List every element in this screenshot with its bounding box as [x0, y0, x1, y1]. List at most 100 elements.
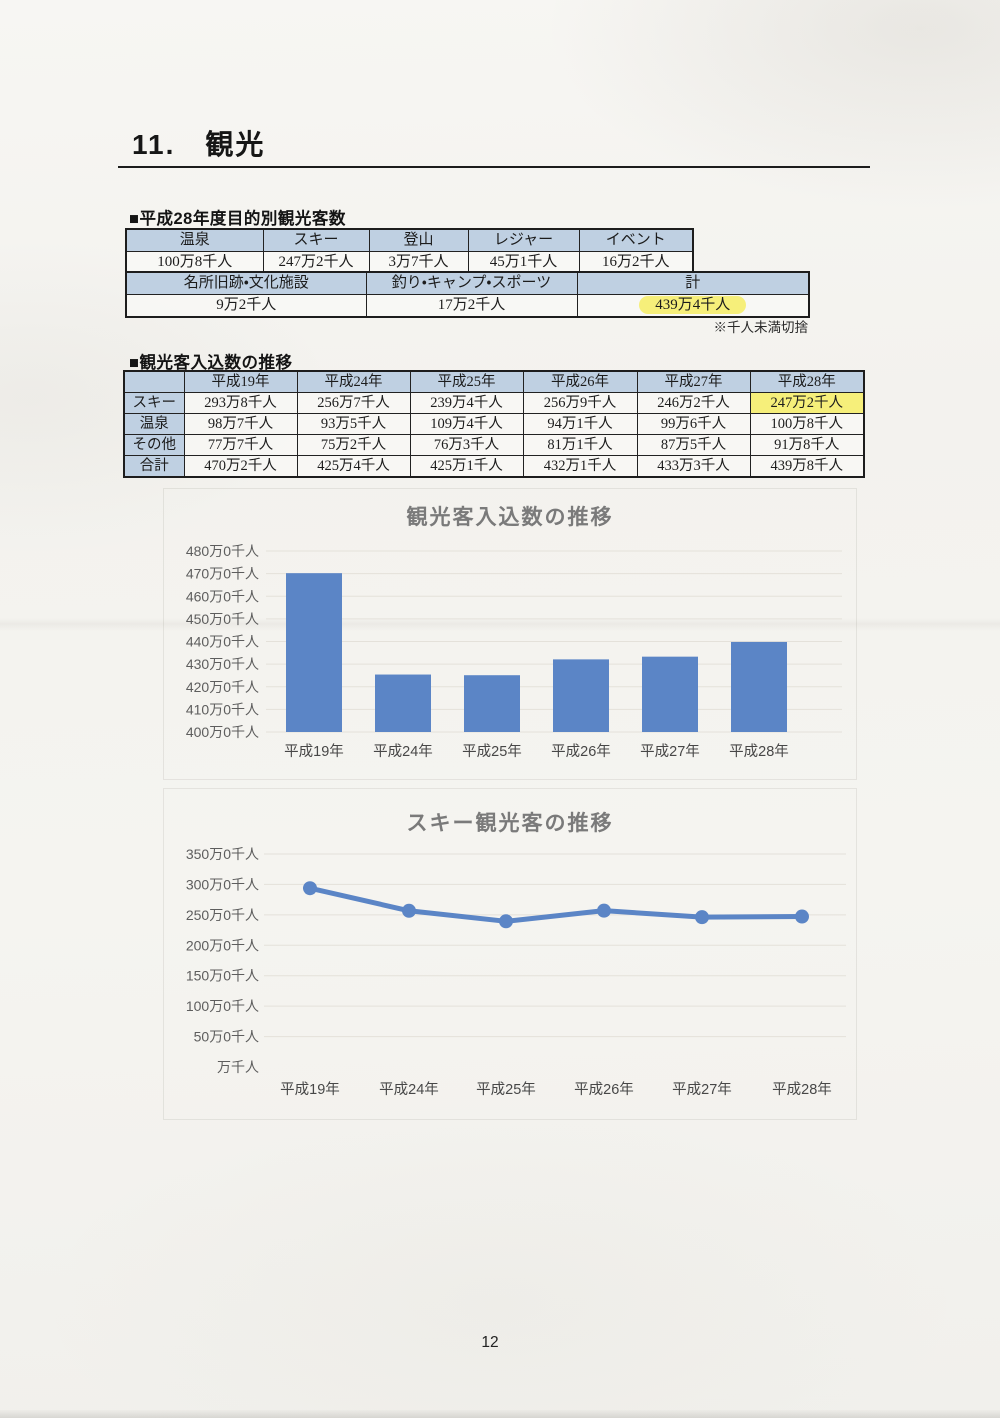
table-value-cell: 98万7千人: [183, 413, 298, 435]
x-axis-tick-label: 平成27年: [640, 743, 700, 760]
y-axis-tick-label: 470万0千人: [186, 566, 259, 582]
row-label-cell: 合計: [123, 455, 185, 478]
table-header-cell: 平成27年: [636, 370, 751, 393]
x-axis-tick-label: 平成27年: [672, 1081, 732, 1098]
purpose-table-bottom: 名所旧跡・文化施設 釣り・キャンプ・スポーツ計 9万2千人 17万2千人 439万4千人: [125, 271, 810, 318]
table-row: 温泉 スキー 登山 レジャー イベント: [125, 228, 694, 252]
table-row: その他 77万7千人 75万2千人 76万3千人 81万1千人 87万5千人 91万8千人: [123, 434, 865, 456]
bar: [553, 659, 609, 732]
y-axis-tick-label: 200万0千人: [186, 937, 259, 953]
section-heading-purpose: ■平成28年度目的別観光客数: [129, 210, 346, 228]
y-axis-tick-label: 50万0千人: [194, 1029, 259, 1045]
x-axis-tick-label: 平成24年: [373, 743, 433, 760]
line-chart-svg: 万千人 50万0千人 100万0千人 150万0千人 200万0千人 250万0千人 300…: [186, 846, 846, 1098]
highlighted-total: 439万4千人: [639, 296, 747, 314]
table-value-cell: 91万8千人: [749, 434, 865, 456]
table-value-cell: 239万4千人: [409, 392, 524, 414]
table-header-cell: 平成25年: [409, 370, 524, 393]
table-header-cell: 釣り・キャンプ・スポーツ: [365, 271, 578, 295]
table-value-cell: 94万1千人: [522, 413, 638, 435]
table-header-cell: [123, 370, 185, 393]
table-header-cell: 登山: [368, 228, 469, 252]
table-value-cell: 256万9千人: [522, 392, 638, 414]
bar-chart-title: 観光客入込数の推移: [406, 506, 614, 529]
table-value-cell: 439万4千人: [576, 294, 810, 318]
rounding-note: ※千人未満切捨: [713, 320, 809, 335]
data-point-marker: [695, 910, 709, 925]
y-axis-tick-label: 250万0千人: [186, 907, 259, 923]
x-axis-tick-label: 平成28年: [729, 743, 789, 760]
scan-edge-shadow: [0, 1410, 1000, 1418]
x-axis-tick-label: 平成28年: [772, 1081, 832, 1098]
table-row: 100万8千人 247万2千人 3万7千人 45万1千人 16万2千人: [125, 251, 694, 275]
y-axis-tick-label: 420万0千人: [186, 679, 259, 695]
table-value-cell: 433万3千人: [636, 455, 751, 478]
x-axis-tick-label: 平成25年: [462, 743, 522, 760]
table-value-cell: 81万1千人: [522, 434, 638, 456]
line-chart-container: スキー観光客の推移 万千人 50万0千人 100万0千人 150万0千人 200万0千人…: [163, 788, 857, 1120]
table-value-cell: 17万2千人: [365, 294, 578, 318]
y-axis-tick-label: 480万0千人: [186, 543, 259, 559]
y-axis-tick-label: 100万0千人: [186, 998, 259, 1014]
bar: [375, 674, 431, 732]
y-axis-tick-label: 410万0千人: [186, 701, 259, 717]
table-value-cell: 439万8千人: [749, 455, 865, 478]
y-axis-tick-label: 440万0千人: [186, 634, 259, 650]
table-header-cell: 平成28年: [749, 370, 865, 393]
table-value-cell: 77万7千人: [183, 434, 298, 456]
purpose-table-top: 温泉 スキー 登山 レジャー イベント 100万8千人 247万2千人 3万7千人 45万1千人…: [125, 228, 694, 275]
table-value-cell: 293万8千人: [183, 392, 298, 414]
y-axis-tick-label: 430万0千人: [186, 656, 259, 672]
y-axis-tick-label: 300万0千人: [186, 876, 259, 892]
page-number: 12: [481, 1334, 499, 1351]
y-axis-tick-label: 150万0千人: [186, 968, 259, 984]
y-axis-tick-label: 460万0千人: [186, 588, 259, 604]
table-value-cell: 425万4千人: [296, 455, 411, 478]
bar: [642, 656, 698, 732]
table-row: 平成19年 平成24年 平成25年 平成26年 平成27年 平成28年: [123, 370, 865, 393]
table-value-cell: 256万7千人: [296, 392, 411, 414]
table-value-cell: 247万2千人: [749, 392, 865, 414]
table-row: 温泉 98万7千人 93万5千人 109万4千人 94万1千人 99万6千人 100万8千人: [123, 413, 865, 435]
table-value-cell: 76万3千人: [409, 434, 524, 456]
row-label-cell: その他: [123, 434, 185, 456]
data-point-marker: [303, 881, 317, 896]
title-underline: 11. 観光: [118, 128, 870, 168]
row-label-cell: スキー: [123, 392, 185, 414]
table-header-cell: 計: [576, 271, 810, 295]
table-value-cell: 9万2千人: [125, 294, 367, 318]
x-axis-tick-label: 平成24年: [379, 1081, 439, 1098]
page-title: 11. 観光: [132, 129, 266, 160]
row-label-cell: 温泉: [123, 413, 185, 435]
table-row: 合計 470万2千人 425万4千人 425万1千人 432万1千人 433万3千人 439…: [123, 455, 865, 478]
table-value-cell: 432万1千人: [522, 455, 638, 478]
table-header-cell: レジャー: [467, 228, 580, 252]
x-axis-tick-label: 平成26年: [551, 743, 611, 760]
y-axis-tick-label: 万千人: [217, 1059, 259, 1075]
table-row: スキー 293万8千人 256万7千人 239万4千人 256万9千人 246万2千人 24…: [123, 392, 865, 414]
bar: [731, 641, 787, 732]
table-header-cell: 平成19年: [183, 370, 298, 393]
table-header-cell: 名所旧跡・文化施設: [125, 271, 367, 295]
table-header-cell: イベント: [578, 228, 694, 252]
x-axis-tick-label: 平成26年: [574, 1081, 634, 1098]
data-point-marker: [402, 903, 416, 918]
x-axis-tick-label: 平成25年: [476, 1081, 536, 1098]
table-value-cell: 246万2千人: [636, 392, 751, 414]
table-value-cell: 425万1千人: [409, 455, 524, 478]
table-value-cell: 75万2千人: [296, 434, 411, 456]
data-point-marker: [499, 914, 513, 929]
table-value-cell: 100万8千人: [749, 413, 865, 435]
x-axis-tick-label: 平成19年: [284, 743, 344, 760]
table-header-cell: スキー: [262, 228, 370, 252]
table-value-cell: 470万2千人: [183, 455, 298, 478]
table-value-cell: 16万2千人: [578, 251, 694, 275]
table-row: 9万2千人 17万2千人 439万4千人: [125, 294, 810, 318]
trend-line: [307, 885, 805, 924]
table-header-cell: 温泉: [125, 228, 264, 252]
y-axis-tick-label: 350万0千人: [186, 846, 259, 862]
table-value-cell: 99万6千人: [636, 413, 751, 435]
bar: [464, 675, 520, 732]
bar-chart-container: 観光客入込数の推移 400万0千人 410万0千人 420万0千人 430万0千人 44…: [163, 488, 857, 780]
